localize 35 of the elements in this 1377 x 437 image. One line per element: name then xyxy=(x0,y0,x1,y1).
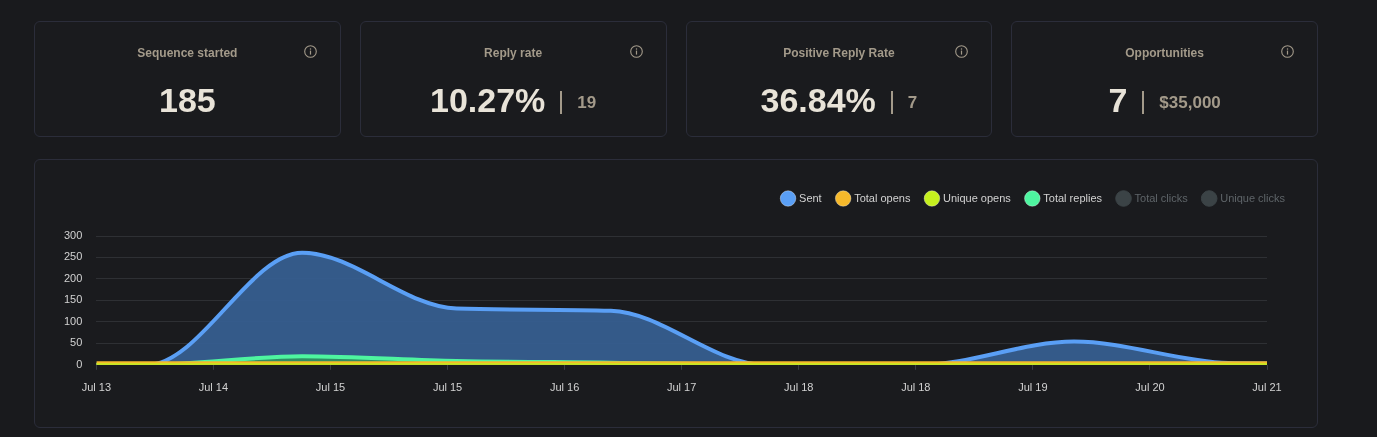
x-tick-label: Jul 15 xyxy=(432,381,463,394)
x-tick-label: Jul 13 xyxy=(81,381,112,394)
legend-label: Total clicks xyxy=(1134,191,1189,204)
text: Reply rate xyxy=(484,46,543,60)
y-tick-label: 300 xyxy=(63,229,83,242)
x-tick-label: Jul 17 xyxy=(667,381,697,394)
text: Positive Reply Rate xyxy=(783,46,895,60)
x-tick-label: Jul 14 xyxy=(198,381,229,394)
legend-label: Unique opens xyxy=(942,191,1012,204)
text: 19 xyxy=(577,93,597,113)
x-tick-label: Jul 20 xyxy=(1135,381,1165,394)
text: 7 xyxy=(907,93,918,113)
text: 7 xyxy=(1108,80,1128,120)
y-tick-label: 200 xyxy=(63,271,83,284)
legend-label: Total replies xyxy=(1043,191,1103,204)
x-tick-label: Jul 19 xyxy=(1018,381,1048,394)
legend-label: Total opens xyxy=(854,191,911,204)
y-tick-label: 0 xyxy=(76,357,83,370)
y-tick-label: 50 xyxy=(70,336,83,349)
text: Sequence started xyxy=(137,46,238,60)
text: 10.27% xyxy=(430,80,546,120)
text: 185 xyxy=(159,80,216,120)
x-tick-label: Jul 18 xyxy=(901,381,931,394)
legend-label: Unique clicks xyxy=(1220,191,1286,204)
y-tick-label: 250 xyxy=(63,250,83,263)
x-tick-label: Jul 18 xyxy=(784,381,814,394)
y-tick-label: 100 xyxy=(63,314,83,327)
x-tick-label: Jul 21 xyxy=(1252,381,1282,394)
text: $35,000 xyxy=(1159,93,1221,113)
text: Opportunities xyxy=(1125,46,1204,60)
x-tick-label: Jul 15 xyxy=(315,381,346,394)
x-tick-label: Jul 16 xyxy=(549,381,580,394)
text: 36.84% xyxy=(760,80,876,120)
legend-label: Sent xyxy=(799,191,822,204)
y-tick-label: 150 xyxy=(63,293,83,306)
